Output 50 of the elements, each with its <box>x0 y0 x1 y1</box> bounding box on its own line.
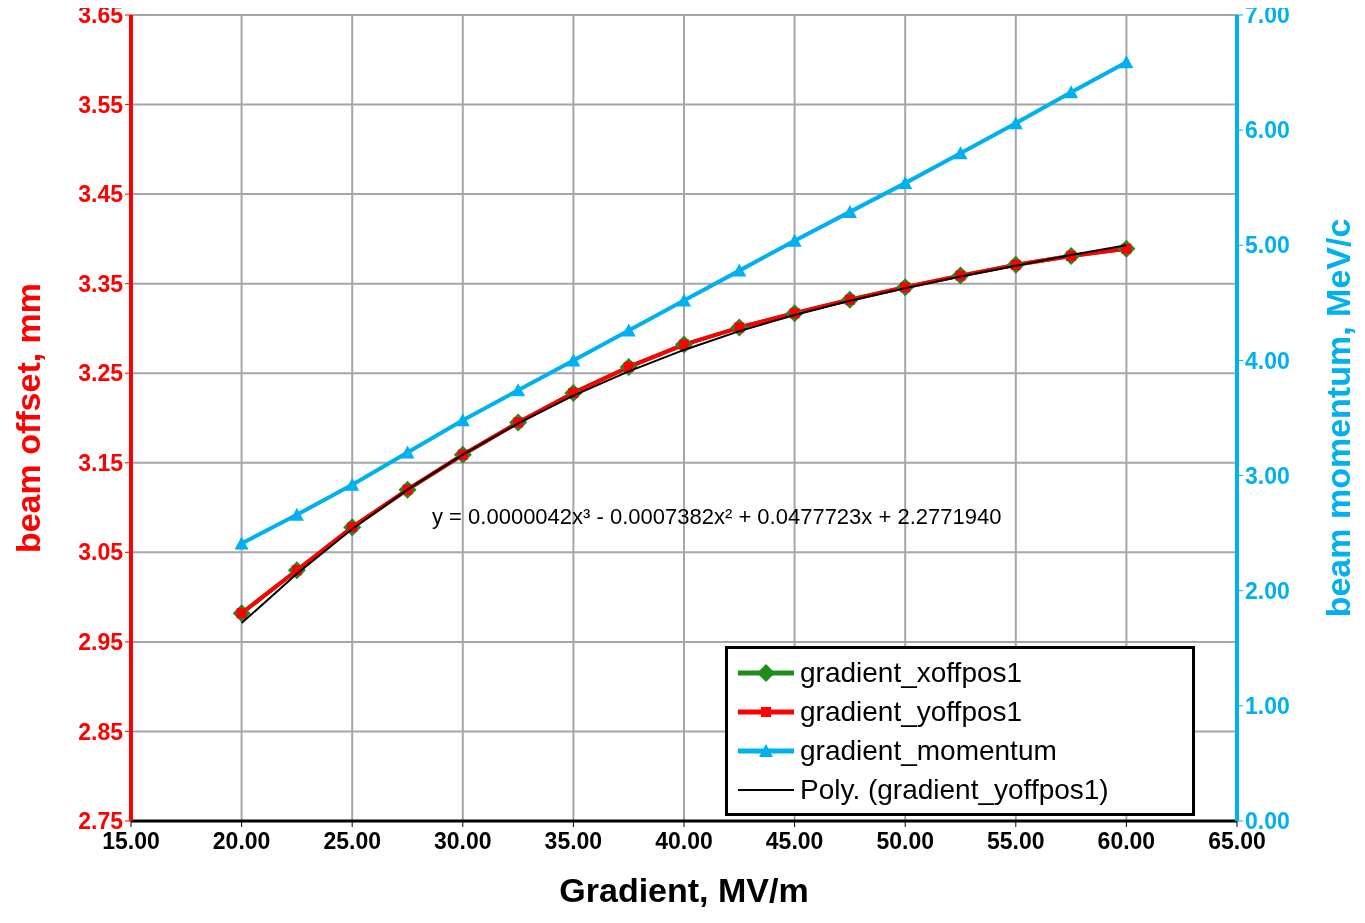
y-tick-label: 2.95 <box>78 629 124 656</box>
point <box>289 507 304 521</box>
x-tick-label: 35.00 <box>544 828 603 855</box>
point <box>345 477 360 491</box>
x-tick-label: 20.00 <box>212 828 271 855</box>
y-tick-label: 3.65 <box>78 2 124 29</box>
y2-axis-title: beam momentum, MeV/c <box>1318 218 1358 618</box>
point <box>732 263 747 277</box>
point <box>621 323 636 337</box>
x-tick-label: 25.00 <box>323 828 381 855</box>
point <box>1008 116 1023 130</box>
legend-label: gradient_momentum <box>800 734 1057 767</box>
x-axis-title: Gradient, MV/m <box>559 870 809 910</box>
y-tick-label: 3.45 <box>78 181 124 208</box>
y-tick-label: 3.25 <box>78 360 124 387</box>
point <box>1064 85 1079 99</box>
y2-tick-label: 5.00 <box>1245 232 1290 259</box>
legend-label: Poly. (gradient_yoffpos1) <box>800 773 1109 806</box>
y2-tick-label: 1.00 <box>1245 693 1290 720</box>
point <box>842 204 857 218</box>
y-axis-title: beam offset, mm <box>8 282 48 554</box>
y2-tick-label: 6.00 <box>1245 117 1290 144</box>
x-tick-label: 30.00 <box>434 828 492 855</box>
point <box>898 176 913 190</box>
y2-tick-label: 2.00 <box>1245 577 1290 604</box>
point <box>511 383 526 397</box>
y-tick-label: 3.15 <box>78 449 124 476</box>
y2-tick-label: 3.00 <box>1245 462 1290 489</box>
y-tick-label: 2.85 <box>78 718 124 745</box>
annotation: y = 0.0000042x³ - 0.0007382x² + 0.0477723x + 2.2771940 <box>432 504 1002 530</box>
x-tick-label: 60.00 <box>1097 828 1156 855</box>
point <box>953 146 968 160</box>
y2-tick-label: 7.00 <box>1245 2 1290 29</box>
point <box>234 536 249 550</box>
point <box>400 445 415 459</box>
x-tick-label: 40.00 <box>655 828 713 855</box>
x-tick-label: 55.00 <box>987 828 1045 855</box>
legend-label: gradient_yoffpos1 <box>800 695 1023 728</box>
x-tick-label: 45.00 <box>765 828 824 855</box>
legend-label: gradient_xoffpos1 <box>800 656 1023 689</box>
point <box>677 293 691 307</box>
y-tick-label: 3.55 <box>78 91 124 118</box>
point <box>1119 55 1134 69</box>
x-tick-label: 50.00 <box>876 828 934 855</box>
point <box>566 353 581 367</box>
point <box>455 413 470 427</box>
point <box>787 233 802 247</box>
y2-tick-label: 4.00 <box>1245 347 1290 374</box>
y-tick-label: 3.05 <box>78 539 124 566</box>
y-tick-label: 3.35 <box>78 270 124 297</box>
